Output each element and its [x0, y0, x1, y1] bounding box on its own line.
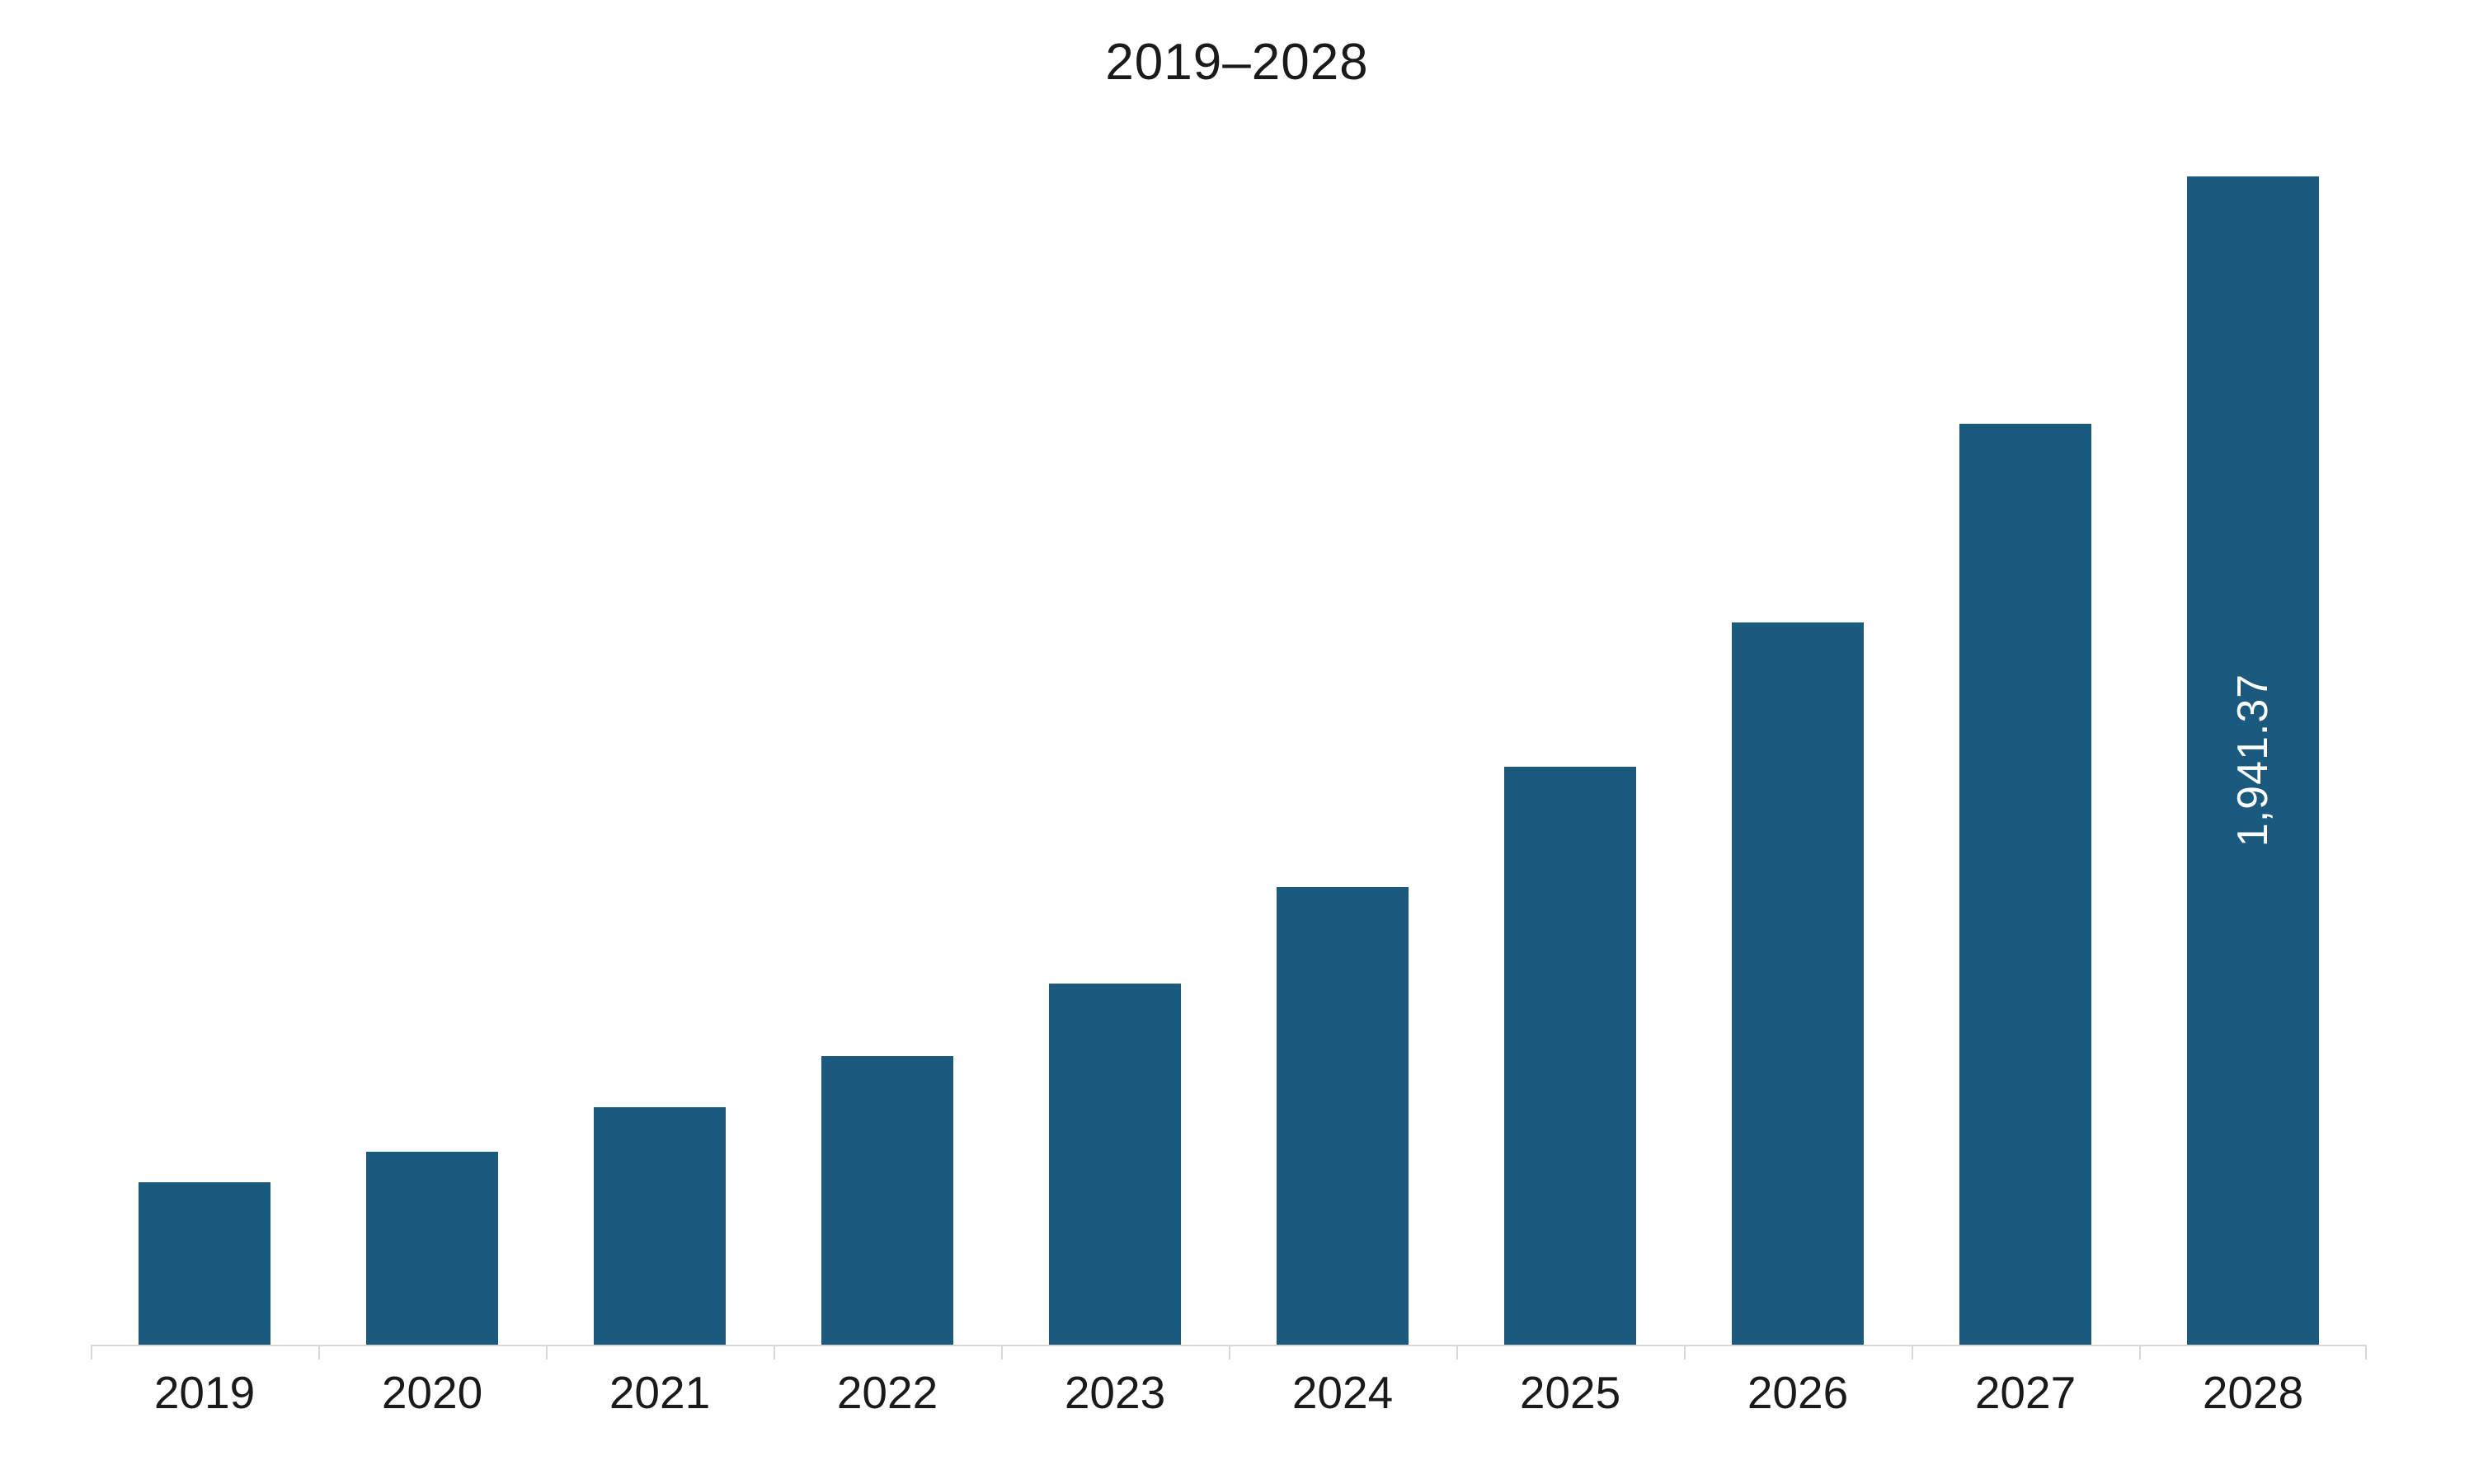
x-tick-mark — [1912, 1345, 1913, 1360]
x-tick: 2027 — [1912, 1345, 2139, 1419]
x-axis-label: 2025 — [1456, 1366, 1684, 1419]
x-tick: 2020 — [318, 1345, 546, 1419]
x-tick: 2021 — [546, 1345, 774, 1419]
x-tick-mark — [91, 1345, 92, 1360]
bar — [139, 1182, 270, 1345]
x-tick: 2023 — [1001, 1345, 1229, 1419]
plot-area: 1,941.37 — [91, 141, 2367, 1345]
x-tick-mark — [1229, 1345, 1230, 1360]
bar-value-label: 1,941.37 — [2228, 674, 2278, 847]
x-axis-label: 2024 — [1229, 1366, 1456, 1419]
x-axis-label: 2019 — [91, 1366, 318, 1419]
x-tick: 2024 — [1229, 1345, 1456, 1419]
x-axis-label: 2021 — [546, 1366, 774, 1419]
x-tick-mark — [2139, 1345, 2141, 1360]
x-axis-label: 2028 — [2139, 1366, 2367, 1419]
bar — [1504, 767, 1636, 1345]
bar-slot — [1912, 141, 2139, 1345]
bar-slot — [318, 141, 546, 1345]
bar — [1277, 887, 1409, 1345]
x-axis: 2019202020212022202320242025202620272028 — [91, 1345, 2367, 1419]
bar-slot — [1684, 141, 1912, 1345]
bar — [1959, 424, 2091, 1345]
bar — [594, 1107, 726, 1345]
x-tick-mark — [546, 1345, 548, 1360]
x-tick-mark — [2365, 1345, 2367, 1360]
chart-title: 2019–2028 — [82, 33, 2392, 92]
bar: 1,941.37 — [2187, 176, 2319, 1345]
bar-slot — [91, 141, 318, 1345]
bar — [366, 1152, 498, 1345]
x-tick: 2019 — [91, 1345, 318, 1419]
x-tick-area: 2019202020212022202320242025202620272028 — [91, 1345, 2367, 1419]
x-tick-mark — [1001, 1345, 1003, 1360]
bar — [1049, 984, 1181, 1345]
bar-slot — [774, 141, 1001, 1345]
x-axis-label: 2020 — [318, 1366, 546, 1419]
x-tick: 2028 — [2139, 1345, 2367, 1419]
x-axis-label: 2022 — [774, 1366, 1001, 1419]
bar-slot — [1229, 141, 1456, 1345]
x-tick-mark — [1684, 1345, 1686, 1360]
bar-slot — [546, 141, 774, 1345]
x-tick: 2025 — [1456, 1345, 1684, 1419]
bar — [1732, 622, 1864, 1345]
x-tick-mark — [318, 1345, 320, 1360]
x-axis-label: 2023 — [1001, 1366, 1229, 1419]
bar-slot — [1456, 141, 1684, 1345]
bars-wrapper: 1,941.37 — [91, 141, 2367, 1345]
x-tick: 2026 — [1684, 1345, 1912, 1419]
x-axis-label: 2026 — [1684, 1366, 1912, 1419]
x-tick-mark — [1456, 1345, 1458, 1360]
bar — [821, 1056, 953, 1345]
bar-chart: 2019–2028 1,941.37 201920202021202220232… — [82, 33, 2392, 1451]
x-tick-mark — [774, 1345, 775, 1360]
bar-slot: 1,941.37 — [2139, 141, 2367, 1345]
x-axis-label: 2027 — [1912, 1366, 2139, 1419]
bar-slot — [1001, 141, 1229, 1345]
x-tick: 2022 — [774, 1345, 1001, 1419]
